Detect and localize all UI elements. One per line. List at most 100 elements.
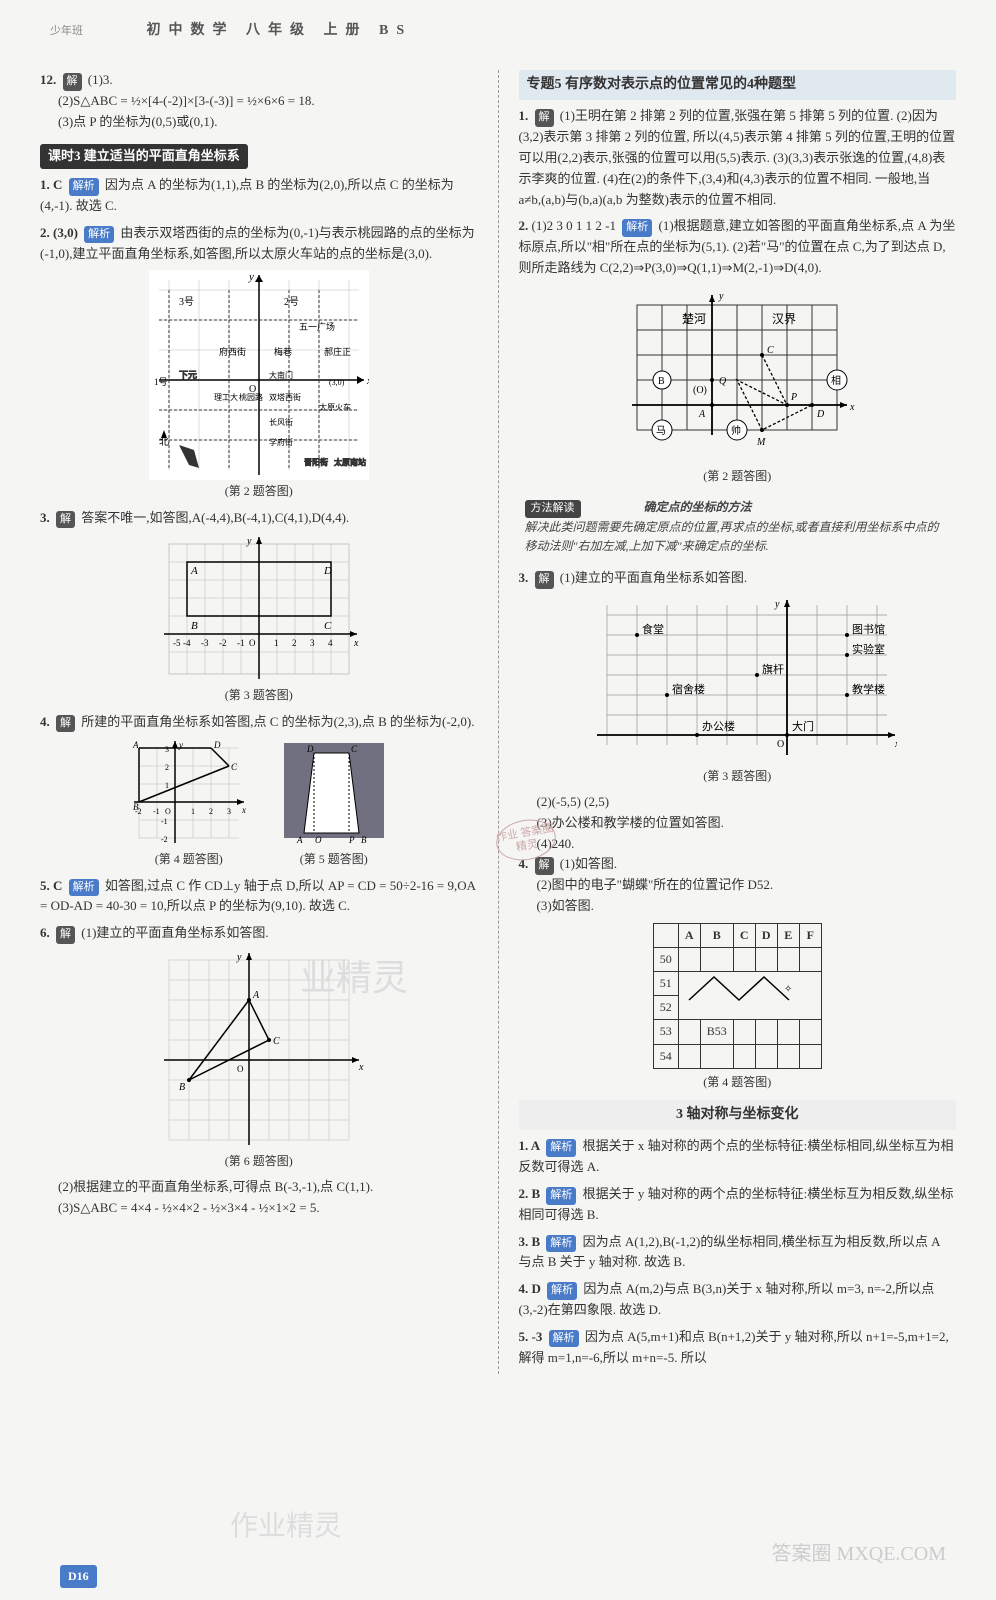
svg-text:C: C xyxy=(273,1036,280,1047)
svg-text:A: A xyxy=(132,740,139,750)
svg-text:长风街: 长风街 xyxy=(269,417,293,427)
svg-text:y: y xyxy=(718,291,724,302)
fig-caption: (第 3 题答图) xyxy=(40,686,478,705)
svg-text:A: A xyxy=(698,409,706,420)
svg-text:帅: 帅 xyxy=(731,424,741,437)
svg-text:1: 1 xyxy=(191,807,195,816)
right-fig4: ABCDEF 50 51 ✧ 52 53B53 54 (第 4 题答图) xyxy=(519,923,957,1092)
svg-text:双塔西街: 双塔西街 xyxy=(269,392,301,402)
q6-part2: (2)根据建立的平面直角坐标系,可得点 B(-3,-1),点 C(1,1). xyxy=(40,1177,478,1198)
svg-text:府西街: 府西街 xyxy=(219,346,246,357)
svg-text:理工大: 理工大 xyxy=(214,392,238,402)
analysis-tag: 解析 xyxy=(549,1330,579,1348)
svg-text:-2: -2 xyxy=(219,638,227,648)
svg-text:D: D xyxy=(213,740,221,750)
right-q4: 4. 解 (1)如答图. (2)图中的电子"蝴蝶"所在的位置记作 D52. (3… xyxy=(519,854,957,916)
q3-part3: (3)办公楼和教学楼的位置如答图. xyxy=(519,813,957,834)
svg-text:B: B xyxy=(361,835,367,845)
svg-text:C: C xyxy=(231,762,238,772)
svg-text:O: O xyxy=(777,739,784,750)
fig-caption: (第 4 题答图) xyxy=(129,850,249,869)
svg-text:-5: -5 xyxy=(173,638,181,648)
svg-text:-1: -1 xyxy=(153,807,160,816)
svg-text:(3,0): (3,0) xyxy=(329,378,345,387)
sq5: 5. -3 解析 因为点 A(5,m+1)和点 B(n+1,2)关于 y 轴对称… xyxy=(519,1327,957,1369)
answer-tag: 解 xyxy=(63,73,82,91)
svg-text:太原南站: 太原南站 xyxy=(334,457,366,467)
lesson3-tag: 课时3 建立适当的平面直角坐标系 xyxy=(40,144,248,169)
q6-part3: (3)S△ABC = 4×4 - ½×4×2 - ½×3×4 - ½×1×2 =… xyxy=(40,1198,478,1219)
svg-text:D: D xyxy=(306,744,314,754)
sq3: 3. B 解析 因为点 A(1,2),B(-1,2)的纵坐标相同,横坐标互为相反… xyxy=(519,1232,957,1274)
page-header: 少年班 初中数学 八年级 上册 BS xyxy=(50,20,946,42)
answer-tag: 解 xyxy=(56,715,75,733)
svg-text:B: B xyxy=(658,376,665,387)
left-fig3: x y O A D B C -5-4-3 -2-1 123 4 (第 3 题答图… xyxy=(40,534,478,705)
svg-text:旗杆: 旗杆 xyxy=(762,662,784,676)
answer-tag: 解 xyxy=(535,857,554,875)
right-fig3: x y O 食堂 图书馆 实验室 旗杆 宿舍楼 教学楼 办公楼 大门 (第 3 … xyxy=(519,595,957,786)
fig-caption: (第 6 题答图) xyxy=(40,1152,478,1171)
svg-text:下元: 下元 xyxy=(179,370,197,380)
sq4: 4. D 解析 因为点 A(m,2)与点 B(3,n)关于 x 轴对称,所以 m… xyxy=(519,1279,957,1321)
right-fig2: 楚河 汉界 x y B Q (O) A C P D M 帅 马 xyxy=(519,285,957,486)
page-number: D16 xyxy=(60,1565,97,1588)
left-q3: 3. 解 答案不唯一,如答图,A(-4,4),B(-4,1),C(4,1),D(… xyxy=(40,508,478,529)
svg-text:P: P xyxy=(348,835,355,845)
svg-text:B: B xyxy=(191,620,198,632)
fig-caption: (第 2 题答图) xyxy=(519,467,957,486)
svg-text:1: 1 xyxy=(274,638,279,648)
svg-text:D: D xyxy=(816,409,825,420)
svg-text:P: P xyxy=(790,392,797,403)
svg-text:2: 2 xyxy=(165,763,169,772)
svg-text:2号: 2号 xyxy=(284,296,299,308)
svg-text:(O): (O) xyxy=(693,385,707,396)
svg-text:3: 3 xyxy=(227,807,231,816)
svg-text:办公楼: 办公楼 xyxy=(702,719,735,733)
right-column: 专题5 有序数对表示点的位置常见的4种题型 1. 解 (1)王明在第 2 排第 … xyxy=(519,30,957,1374)
topic3-header: 3 轴对称与坐标变化 xyxy=(519,1100,957,1130)
svg-text:1号: 1号 xyxy=(154,377,168,387)
svg-text:B: B xyxy=(179,1082,185,1093)
svg-text:1: 1 xyxy=(165,781,169,790)
method-box: 方法解读 确定点的坐标的方法 解决此类问题需要先确定原点的位置,再求点的坐标,或… xyxy=(519,494,957,560)
q3-part4: (4)240. xyxy=(519,834,957,855)
svg-text:郝庄正: 郝庄正 xyxy=(324,346,351,357)
analysis-tag: 解析 xyxy=(546,1235,576,1253)
svg-text:相: 相 xyxy=(831,374,841,387)
fig-caption: (第 5 题答图) xyxy=(279,850,389,869)
svg-text:A: A xyxy=(296,835,303,845)
watermark: 作业精灵 xyxy=(230,1505,342,1550)
sq2: 2. B 解析 根据关于 y 轴对称的两个点的坐标特征:横坐标互为相反数,纵坐标… xyxy=(519,1184,957,1226)
fig-caption: (第 3 题答图) xyxy=(519,767,957,786)
svg-text:x: x xyxy=(241,805,246,815)
answer-tag: 解 xyxy=(56,511,75,529)
topic5-header: 专题5 有序数对表示点的位置常见的4种题型 xyxy=(519,70,957,100)
analysis-tag: 解析 xyxy=(546,1187,576,1205)
fig-caption: (第 4 题答图) xyxy=(519,1073,957,1092)
answer-tag: 解 xyxy=(535,109,554,127)
svg-text:D: D xyxy=(323,565,332,577)
svg-text:x: x xyxy=(366,375,369,387)
svg-text:晋阳街: 晋阳街 xyxy=(304,457,328,467)
svg-text:x: x xyxy=(894,739,897,750)
svg-text:4: 4 xyxy=(328,638,333,648)
svg-text:x: x xyxy=(353,638,359,649)
svg-text:O: O xyxy=(249,638,256,648)
analysis-tag: 解析 xyxy=(547,1282,577,1300)
left-fig4-5: x y A D B C O -2-1 123 123 -1-2 xyxy=(40,738,478,869)
svg-text:大门: 大门 xyxy=(792,719,814,733)
left-q5: 5. C 解析 如答图,过点 C 作 CD⊥y 轴于点 D,所以 AP = CD… xyxy=(40,876,478,918)
analysis-tag: 解析 xyxy=(69,178,99,196)
svg-text:M: M xyxy=(756,437,766,448)
analysis-tag: 解析 xyxy=(69,879,99,897)
svg-text:x: x xyxy=(849,402,855,413)
svg-text:食堂: 食堂 xyxy=(642,622,664,636)
svg-text:太原火车: 太原火车 xyxy=(319,402,351,412)
svg-text:实验室: 实验室 xyxy=(852,642,885,656)
svg-text:学府街: 学府街 xyxy=(269,437,293,447)
left-fig2: x y O 3号 2号 府西街 梅巷 五一广场 郝庄正 1号 下元 大南门 理工… xyxy=(40,270,478,501)
answer-tag: 解 xyxy=(56,926,75,944)
right-q2: 2. (1)2 3 0 1 1 2 -1 解析 (1)根据题意,建立如答图的平面… xyxy=(519,216,957,278)
svg-text:y: y xyxy=(774,599,780,610)
